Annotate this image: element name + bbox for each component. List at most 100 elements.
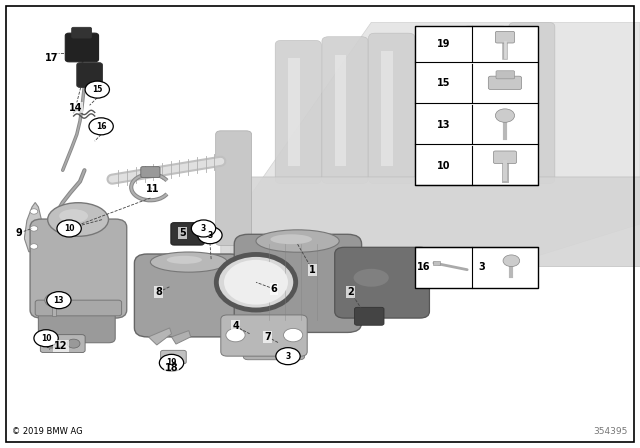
FancyBboxPatch shape xyxy=(488,76,522,90)
FancyBboxPatch shape xyxy=(216,131,252,246)
Text: © 2019 BMW AG: © 2019 BMW AG xyxy=(12,427,83,436)
Text: 3: 3 xyxy=(479,263,485,272)
Text: 6: 6 xyxy=(271,284,277,294)
Ellipse shape xyxy=(353,269,389,287)
Text: 15: 15 xyxy=(92,85,102,94)
Text: 16: 16 xyxy=(96,122,106,131)
Circle shape xyxy=(495,109,515,122)
Polygon shape xyxy=(230,22,640,260)
Bar xyxy=(381,51,393,166)
Circle shape xyxy=(276,348,300,365)
Ellipse shape xyxy=(150,252,227,272)
FancyBboxPatch shape xyxy=(161,350,186,364)
Bar xyxy=(335,55,346,166)
Bar xyxy=(415,26,538,185)
FancyBboxPatch shape xyxy=(275,40,321,184)
Circle shape xyxy=(30,226,38,231)
Ellipse shape xyxy=(166,256,202,264)
FancyBboxPatch shape xyxy=(30,219,127,318)
Text: 354395: 354395 xyxy=(594,427,628,436)
Circle shape xyxy=(45,293,64,307)
Text: 13: 13 xyxy=(436,120,451,129)
Text: 19: 19 xyxy=(166,358,177,367)
FancyBboxPatch shape xyxy=(234,234,362,332)
Text: 11: 11 xyxy=(145,184,159,194)
Text: 15: 15 xyxy=(436,78,451,88)
Circle shape xyxy=(30,244,38,249)
FancyBboxPatch shape xyxy=(65,33,99,62)
FancyBboxPatch shape xyxy=(369,33,415,184)
FancyBboxPatch shape xyxy=(38,305,115,343)
FancyBboxPatch shape xyxy=(495,31,515,43)
Text: 1: 1 xyxy=(309,265,316,275)
Text: 3: 3 xyxy=(201,224,206,233)
FancyBboxPatch shape xyxy=(141,167,160,177)
Circle shape xyxy=(226,328,245,342)
FancyBboxPatch shape xyxy=(40,335,85,353)
Bar xyxy=(428,47,440,166)
FancyBboxPatch shape xyxy=(415,30,461,184)
Text: 17: 17 xyxy=(44,53,58,63)
Text: 10: 10 xyxy=(64,224,74,233)
Ellipse shape xyxy=(256,230,339,252)
FancyBboxPatch shape xyxy=(509,22,555,184)
FancyBboxPatch shape xyxy=(221,177,640,267)
Ellipse shape xyxy=(60,209,88,223)
Text: 5: 5 xyxy=(179,228,186,238)
Circle shape xyxy=(284,328,303,342)
FancyBboxPatch shape xyxy=(243,332,305,360)
FancyBboxPatch shape xyxy=(72,27,92,38)
Polygon shape xyxy=(148,328,172,345)
Ellipse shape xyxy=(270,234,312,244)
Circle shape xyxy=(224,260,288,305)
Ellipse shape xyxy=(47,202,109,237)
FancyBboxPatch shape xyxy=(493,151,516,164)
Text: 16: 16 xyxy=(417,263,431,272)
FancyBboxPatch shape xyxy=(221,315,307,356)
Circle shape xyxy=(57,220,81,237)
Bar xyxy=(433,261,440,265)
Circle shape xyxy=(30,209,38,214)
FancyBboxPatch shape xyxy=(35,300,122,316)
FancyBboxPatch shape xyxy=(355,307,384,325)
FancyBboxPatch shape xyxy=(77,63,102,87)
Circle shape xyxy=(159,354,184,371)
Text: 14: 14 xyxy=(68,103,83,112)
Circle shape xyxy=(45,339,58,348)
Circle shape xyxy=(34,330,58,347)
Polygon shape xyxy=(172,331,191,344)
Circle shape xyxy=(503,255,520,267)
Text: 18: 18 xyxy=(164,363,179,373)
Bar xyxy=(52,300,56,316)
FancyBboxPatch shape xyxy=(462,26,508,184)
Circle shape xyxy=(85,81,109,98)
Text: 13: 13 xyxy=(54,296,64,305)
Bar xyxy=(522,40,533,166)
FancyBboxPatch shape xyxy=(335,247,429,318)
Circle shape xyxy=(191,220,216,237)
Polygon shape xyxy=(24,202,44,252)
Text: 7: 7 xyxy=(264,332,271,342)
Circle shape xyxy=(198,227,222,244)
Circle shape xyxy=(47,292,71,309)
Bar xyxy=(475,44,486,166)
Bar xyxy=(288,58,300,166)
Text: 10: 10 xyxy=(41,334,51,343)
Text: 4: 4 xyxy=(232,321,239,331)
Bar xyxy=(415,247,538,288)
Text: 10: 10 xyxy=(436,161,451,171)
Circle shape xyxy=(89,118,113,135)
Circle shape xyxy=(216,254,296,310)
FancyBboxPatch shape xyxy=(171,223,204,245)
Text: 2: 2 xyxy=(348,287,354,297)
Text: 8: 8 xyxy=(156,287,162,297)
FancyBboxPatch shape xyxy=(134,254,243,337)
FancyBboxPatch shape xyxy=(496,71,515,79)
Text: 9: 9 xyxy=(16,228,22,238)
Text: 3: 3 xyxy=(285,352,291,361)
FancyBboxPatch shape xyxy=(322,37,368,184)
Text: 19: 19 xyxy=(436,39,451,49)
Circle shape xyxy=(67,339,80,348)
Text: 12: 12 xyxy=(54,341,68,351)
Text: 3: 3 xyxy=(207,231,212,240)
